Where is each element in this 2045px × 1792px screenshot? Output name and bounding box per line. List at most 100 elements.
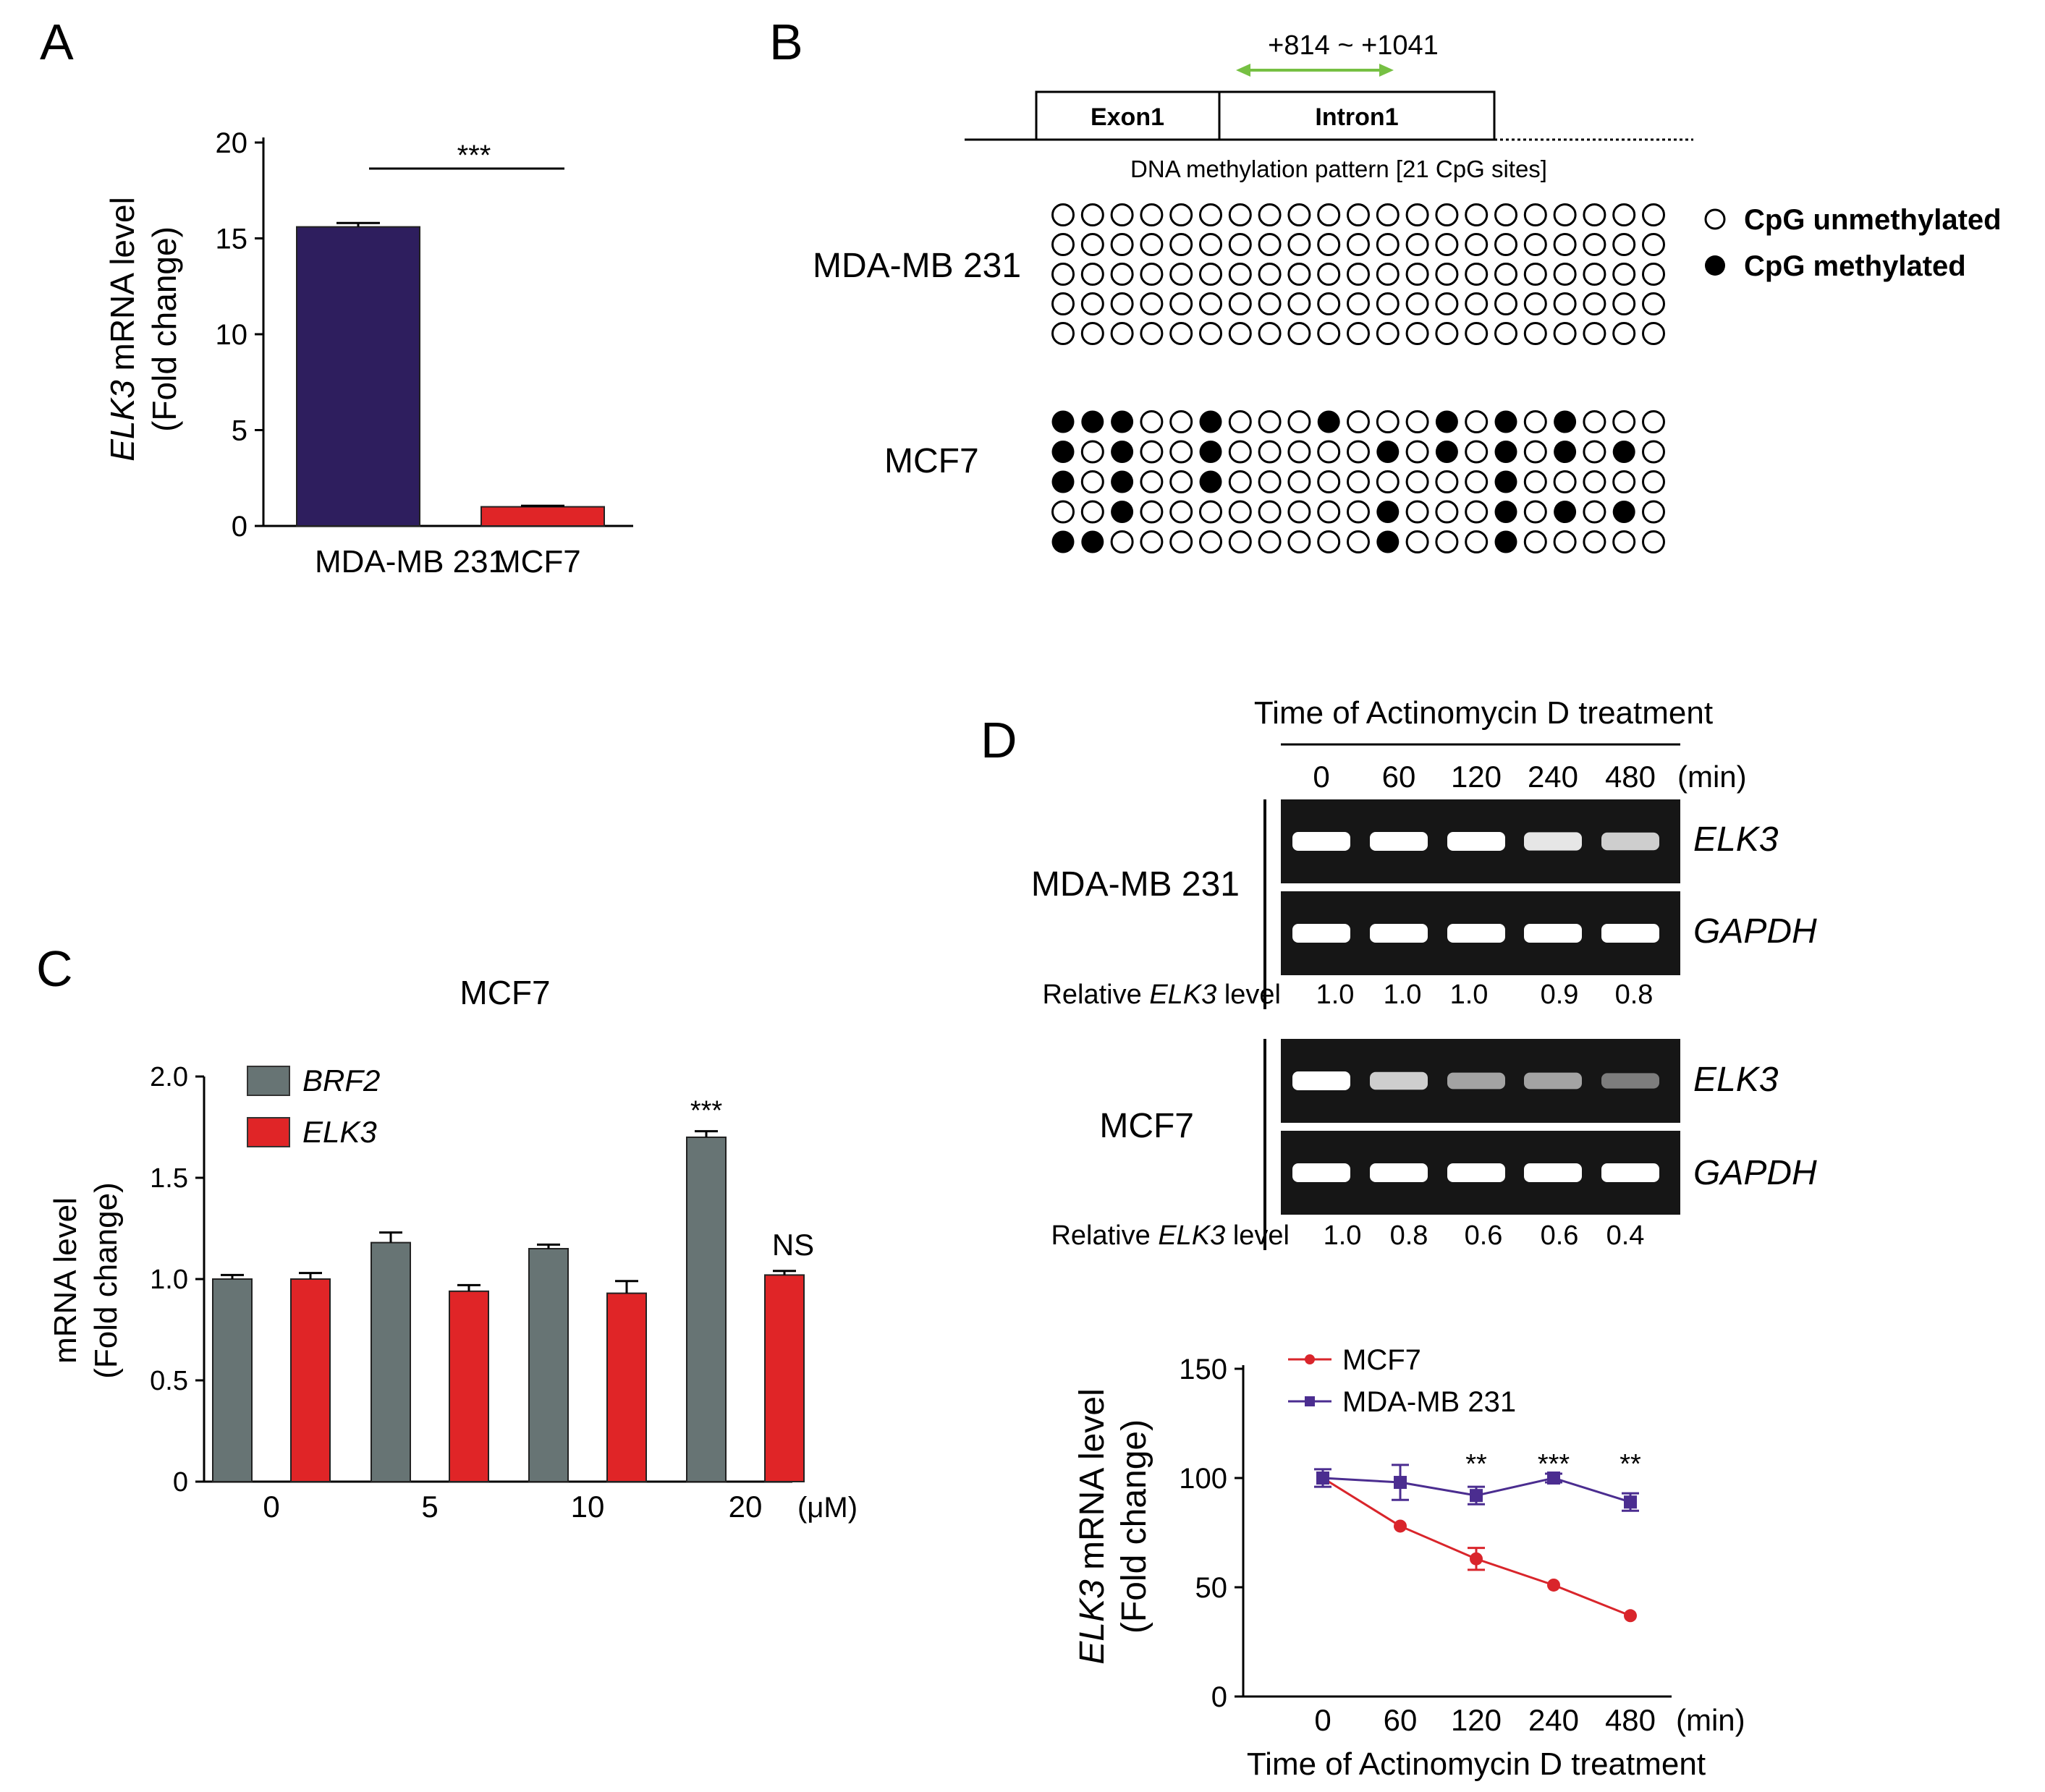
chart-a-bar-1 xyxy=(480,506,605,527)
cpg-mcf7-unmethylated-dot xyxy=(1258,530,1282,553)
gel-mcf7-relative-label: Relative ELK3 level xyxy=(1051,1220,1290,1251)
panel-b: B +814 ~ +1041 Exon1 Intron1 DNA methyla… xyxy=(769,14,2002,553)
chart-c-title: MCF7 xyxy=(460,974,550,1011)
gel-bands xyxy=(1292,832,1659,1182)
gel-mda-gapdh-band xyxy=(1447,924,1505,943)
cpg-mcf7-unmethylated-dot xyxy=(1228,500,1252,524)
gel-mcf7-relative-value: 0.4 xyxy=(1606,1220,1645,1251)
chart-d-y-label-gene: ELK3 xyxy=(1073,1579,1112,1665)
cpg-mda-unmethylated-dot xyxy=(1405,203,1429,226)
exon-box xyxy=(1035,90,1221,141)
cpg-mcf7-unmethylated-dot xyxy=(1405,530,1429,553)
cpg-mcf7-unmethylated-dot xyxy=(1523,440,1547,464)
cpg-mda-unmethylated-dot xyxy=(1199,203,1222,226)
cpg-mda-unmethylated-dot xyxy=(1110,203,1134,226)
cpg-mcf7-unmethylated-dot xyxy=(1347,500,1370,524)
chart-d-y-label-line2: (Fold change) xyxy=(1115,1419,1153,1634)
cpg-mcf7-unmethylated-dot xyxy=(1169,530,1193,553)
cpg-mda-unmethylated-dot xyxy=(1051,233,1075,256)
cpg-mcf7-methylated-dot xyxy=(1612,501,1635,523)
cpg-mcf7-unmethylated-dot xyxy=(1228,530,1252,553)
cpg-mcf7-methylated-dot xyxy=(1494,530,1517,553)
cpg-mcf7-unmethylated-dot xyxy=(1080,470,1104,493)
cpg-mcf7-unmethylated-dot xyxy=(1642,530,1665,553)
cpg-mda-unmethylated-dot xyxy=(1523,292,1547,315)
gel-mda-relative-value: 1.0 xyxy=(1316,980,1355,1010)
cpg-mcf7-methylated-dot xyxy=(1051,470,1075,493)
gel-time-unit: (min) xyxy=(1677,760,1747,794)
chart-c-y-tick-label: 1.0 xyxy=(150,1265,188,1295)
cpg-mda-unmethylated-dot xyxy=(1583,263,1606,286)
gel-time-label: 240 xyxy=(1528,760,1578,794)
cpg-mcf7-unmethylated-dot xyxy=(1347,440,1370,464)
cpg-mda-unmethylated-dot xyxy=(1317,292,1341,315)
gel-mda-elk3-label: ELK3 xyxy=(1693,820,1779,859)
cpg-mcf7-unmethylated-dot xyxy=(1140,470,1164,493)
cpg-mcf7-unmethylated-dot xyxy=(1199,500,1222,524)
gel-mda-gapdh-band xyxy=(1292,924,1350,943)
intron-box xyxy=(1218,90,1496,141)
chart-d-point-mda xyxy=(1547,1472,1560,1485)
chart-c-bar-brf2 xyxy=(528,1248,569,1482)
cpg-mcf7-methylated-dot xyxy=(1376,501,1400,523)
cpg-mda-unmethylated-dot xyxy=(1169,292,1193,315)
cpg-mcf7-unmethylated-dot xyxy=(1347,470,1370,493)
chart-d-point-mcf7 xyxy=(1547,1578,1560,1592)
cpg-mcf7-methylated-dot xyxy=(1317,410,1340,433)
chart-c-annotation: *** xyxy=(690,1096,723,1126)
chart-c-y-tick-label: 0 xyxy=(173,1467,188,1498)
cpg-mda-unmethylated-dot xyxy=(1553,292,1577,315)
cpg-mcf7-unmethylated-dot xyxy=(1583,530,1606,553)
chart-c-legend-elk3-swatch xyxy=(247,1117,290,1147)
gel-mda-elk3-band xyxy=(1292,832,1350,851)
chart-c-legend-brf2: BRF2 xyxy=(302,1063,380,1097)
cpg-mda-unmethylated-dot xyxy=(1199,322,1222,345)
cpg-mcf7-methylated-dot xyxy=(1111,410,1134,433)
cpg-mda-unmethylated-dot xyxy=(1347,233,1370,256)
cpg-mcf7-unmethylated-dot xyxy=(1435,500,1459,524)
cpg-mda-unmethylated-dot xyxy=(1553,263,1577,286)
cpg-mcf7-unmethylated-dot xyxy=(1228,440,1252,464)
cpg-mda-unmethylated-dot xyxy=(1228,233,1252,256)
chart-d-legend-mda-marker xyxy=(1305,1396,1315,1406)
gel-mcf7-relative-value: 0.8 xyxy=(1390,1220,1428,1251)
chart-d: 0 50 100 150 0 60 120 240 480 (min) Time of Act… xyxy=(1073,1344,1745,1782)
chart-d-significance-mark: *** xyxy=(1538,1449,1570,1479)
chart-d-legend-mcf7: MCF7 xyxy=(1342,1344,1421,1376)
pattern-title: DNA methylation pattern [21 CpG sites] xyxy=(1130,156,1547,182)
chart-a-y-label-gene: ELK3 xyxy=(103,380,141,462)
cpg-mcf7-unmethylated-dot xyxy=(1169,470,1193,493)
chart-d-y-tick-label: 150 xyxy=(1179,1354,1227,1385)
cpg-mda-unmethylated-dot xyxy=(1258,233,1282,256)
chart-d-y-tick-label: 0 xyxy=(1211,1681,1227,1713)
gel-mda-relative-value: 1.0 xyxy=(1450,980,1489,1010)
cpg-mda-unmethylated-dot xyxy=(1169,263,1193,286)
gel-mda-relative-value: 1.0 xyxy=(1384,980,1422,1010)
chart-d-y-label-rest: mRNA level xyxy=(1073,1388,1112,1579)
cpg-mcf7-unmethylated-dot xyxy=(1642,440,1665,464)
cpg-mda-unmethylated-dot xyxy=(1435,233,1459,256)
cpg-mda-unmethylated-dot xyxy=(1080,233,1104,256)
cpg-mda-unmethylated-dot xyxy=(1465,233,1489,256)
cpg-mcf7-unmethylated-dot xyxy=(1258,440,1282,464)
gel-mda-elk3-band xyxy=(1524,832,1582,851)
cpg-mda-unmethylated-dot xyxy=(1169,203,1193,226)
cpg-mcf7-unmethylated-dot xyxy=(1376,470,1400,493)
region-label: +814 ~ +1041 xyxy=(1268,30,1439,61)
cpg-mda-unmethylated-dot xyxy=(1258,322,1282,345)
chart-c-x-label: 20 xyxy=(729,1490,763,1524)
chart-a-significance: *** xyxy=(457,140,491,171)
cpg-mda-unmethylated-dot xyxy=(1465,292,1489,315)
gel-mcf7-relative-value: 0.6 xyxy=(1465,1220,1503,1251)
gel-mcf7-elk3-band xyxy=(1447,1072,1505,1090)
cpg-mcf7-unmethylated-dot xyxy=(1405,440,1429,464)
cpg-mda-unmethylated-dot xyxy=(1553,322,1577,345)
chart-c-legend-brf2-swatch xyxy=(247,1066,290,1096)
gel-mcf7-gapdh-band xyxy=(1447,1163,1505,1182)
cpg-mda-unmethylated-dot xyxy=(1051,203,1075,226)
gel-time-label: 60 xyxy=(1382,760,1416,794)
gel-mcf7-elk3-band xyxy=(1370,1071,1428,1090)
legend-methylated-icon xyxy=(1705,255,1725,276)
cpg-mcf7-unmethylated-dot xyxy=(1258,500,1282,524)
chart-c-annotations: *** NS xyxy=(690,1096,814,1262)
